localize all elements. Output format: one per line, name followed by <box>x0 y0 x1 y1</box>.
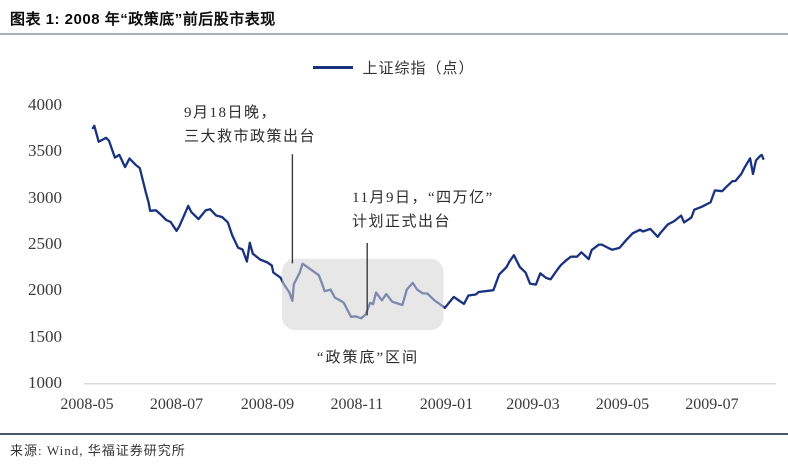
x-tick-label: 2009-03 <box>506 396 560 413</box>
y-tick-label: 2500 <box>28 233 62 253</box>
y-tick-label: 4000 <box>28 95 62 114</box>
chart-title: 图表 1: 2008 年“政策底”前后股市表现 <box>10 10 276 28</box>
source-note: 来源: Wind, 华福证券研究所 <box>10 443 186 458</box>
policy-bottom-highlight-box <box>282 258 444 331</box>
y-tick-label: 3500 <box>28 141 62 161</box>
y-axis: 4000 3500 3000 2500 2000 1500 1000 <box>0 0 66 466</box>
x-tick-label: 2009-07 <box>685 396 739 413</box>
y-tick-label: 1000 <box>28 372 62 392</box>
y-tick-label: 1500 <box>28 326 62 346</box>
annotation-nov9-stimulus: 11月9日，“四万亿” 计划正式出台 <box>352 186 494 234</box>
footer-divider <box>0 433 788 435</box>
annotation-text-line: 三大救市政策出台 <box>184 129 317 145</box>
x-tick-label: 2009-05 <box>595 396 650 413</box>
y-tick-label: 2000 <box>28 280 62 300</box>
x-tick-label: 2009-01 <box>419 396 474 413</box>
x-axis: 2008-05 2008-07 2008-09 2008-11 2009-01 2009-… <box>0 396 788 418</box>
annotation-text-line: 9月18日晚， <box>184 105 278 121</box>
x-tick-label: 2008-05 <box>60 396 114 413</box>
x-tick-label: 2008-07 <box>149 396 204 413</box>
annotation-text-line: 11月9日，“四万亿” <box>352 190 494 206</box>
policy-bottom-range-label: “政策底”区间 <box>316 350 420 366</box>
legend-label: 上证综指（点） <box>362 61 475 77</box>
annotation-sep18-policies: 9月18日晚， 三大救市政策出台 <box>184 101 316 149</box>
x-tick-label: 2008-09 <box>240 396 295 413</box>
legend-line-swatch <box>313 66 354 69</box>
chart-header: 图表 1: 2008 年“政策底”前后股市表现 <box>0 0 788 35</box>
y-tick-label: 3000 <box>28 187 62 207</box>
x-tick-label: 2008-11 <box>330 396 384 413</box>
annotation-text-line: 计划正式出台 <box>352 214 452 230</box>
chart-legend: 上证综指（点） <box>0 57 788 78</box>
